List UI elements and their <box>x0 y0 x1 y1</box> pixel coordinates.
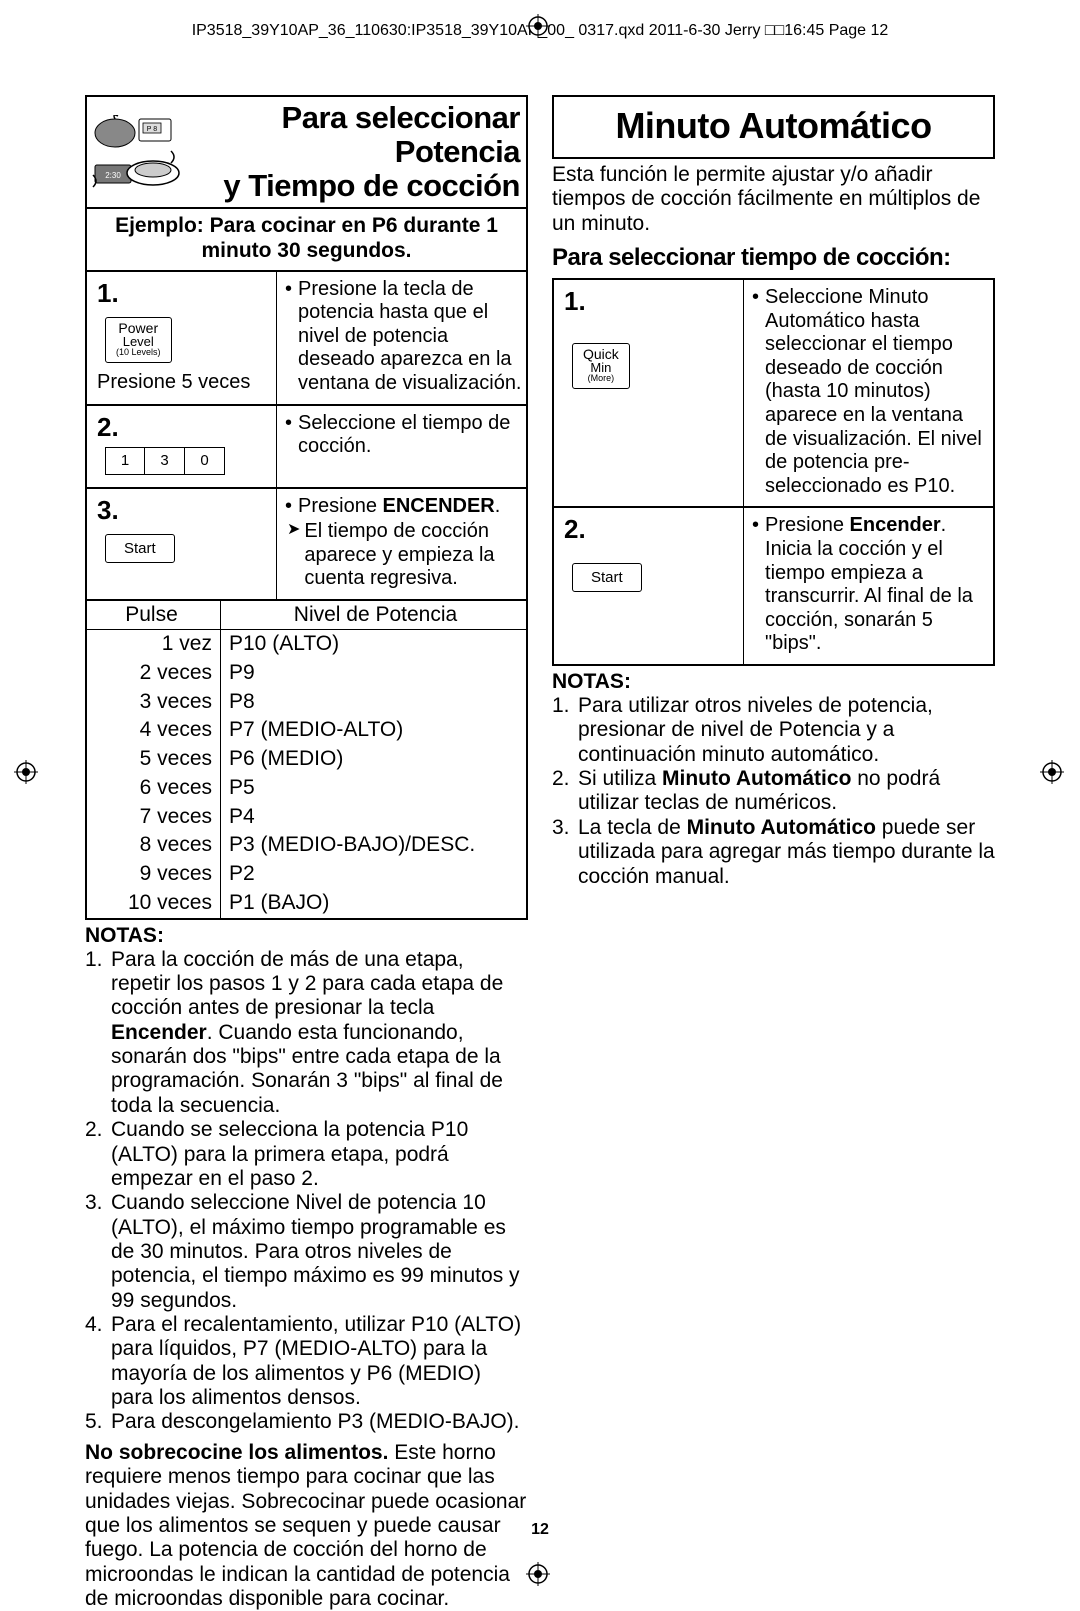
table-row: 2 vecesP9 <box>87 659 526 688</box>
quick-min-button: Quick Min (More) <box>572 343 630 389</box>
note-text: Cuando seleccione Nivel de potencia 10 (… <box>111 1191 528 1313</box>
step-number: 2. <box>97 412 270 443</box>
example-caption: Ejemplo: Para cocinar en P6 durante 1 mi… <box>85 209 528 271</box>
note-text: Para descongelamiento P3 (MEDIO-BAJO). <box>111 1410 528 1434</box>
note-text: Para el recalentamiento, utilizar P10 (A… <box>111 1313 528 1410</box>
step-arrow-text: El tiempo de cocción aparece y empieza l… <box>304 520 522 591</box>
keypad-icon: 1 3 0 <box>105 447 270 475</box>
table-row: 8 vecesP3 (MEDIO-BAJO)/DESC. <box>87 831 526 860</box>
section-title: Minuto Automático <box>552 95 995 159</box>
note-text: Si utiliza Minuto Automático no podrá ut… <box>578 767 995 816</box>
intro-text: Esta función le permite ajustar y/o añad… <box>552 163 995 236</box>
table-header: Pulse <box>87 601 221 630</box>
step-row: 1. Power Level (10 Levels) Presione 5 ve… <box>85 272 528 406</box>
step-text: Seleccione Minuto Automático hasta selec… <box>765 286 989 498</box>
steps-box: 1. Quick Min (More) Seleccione Minuto Au… <box>552 278 995 666</box>
right-column: Minuto Automático Esta función le permit… <box>552 95 995 1611</box>
notes-list: 1.Para la cocción de más de una etapa, r… <box>85 948 528 1435</box>
notes-list: 1.Para utilizar otros niveles de potenci… <box>552 694 995 889</box>
page-number: 12 <box>0 1521 1080 1539</box>
table-row: 3 vecesP8 <box>87 688 526 717</box>
section-title: Para seleccionar Potencia y Tiempo de co… <box>189 101 520 203</box>
table-row: 1 vezP10 (ALTO) <box>87 630 526 659</box>
section-title-box: P 8 2:30 Para seleccionar Potencia y Tie… <box>85 95 528 209</box>
step-row: 3. Start Presione ENCENDER. El tiempo de… <box>85 489 528 601</box>
crop-mark-icon <box>14 760 38 784</box>
svg-text:2:30: 2:30 <box>105 171 121 180</box>
power-level-button: Power Level (10 Levels) <box>105 317 172 363</box>
step-number: 1. <box>564 286 737 317</box>
note-text: La tecla de Minuto Automático puede ser … <box>578 816 995 889</box>
table-row: 10 vecesP1 (BAJO) <box>87 889 526 918</box>
subtitle: Para seleccionar tiempo de cocción: <box>552 244 995 272</box>
step-text: Presione Encender. Inicia la cocción y e… <box>765 514 989 656</box>
left-column: P 8 2:30 Para seleccionar Potencia y Tie… <box>85 95 528 1611</box>
step-row: 2. 1 3 0 Seleccione el tiempo de cocción… <box>85 406 528 489</box>
start-button: Start <box>572 563 642 592</box>
crop-mark-icon <box>1040 760 1064 784</box>
table-row: 6 vecesP5 <box>87 774 526 803</box>
power-level-table: Pulse Nivel de Potencia 1 vezP10 (ALTO)2… <box>85 601 528 920</box>
crop-mark-icon <box>526 14 550 38</box>
step-number: 2. <box>564 514 737 545</box>
svg-text:P 8: P 8 <box>147 126 157 133</box>
step-number: 3. <box>97 495 270 526</box>
step-text: Presione la tecla de potencia hasta que … <box>298 278 522 396</box>
step-number: 1. <box>97 278 270 309</box>
note-text: Para la cocción de más de una etapa, rep… <box>111 948 528 1119</box>
notes-heading: NOTAS: <box>85 924 528 948</box>
note-text: Cuando se selecciona la potencia P10 (AL… <box>111 1118 528 1191</box>
table-row: 9 vecesP2 <box>87 860 526 889</box>
table-row: 5 vecesP6 (MEDIO) <box>87 745 526 774</box>
step-caption: Presione 5 veces <box>97 371 270 394</box>
step-text: Seleccione el tiempo de cocción. <box>298 412 522 459</box>
food-icon: P 8 2:30 <box>91 115 183 189</box>
notes-heading: NOTAS: <box>552 670 995 694</box>
table-header: Nivel de Potencia <box>221 601 526 630</box>
note-text: Para utilizar otros niveles de potencia,… <box>578 694 995 767</box>
table-row: 4 vecesP7 (MEDIO-ALTO) <box>87 716 526 745</box>
start-button: Start <box>105 534 175 563</box>
step-text: Presione ENCENDER. <box>298 495 500 519</box>
table-row: 7 vecesP4 <box>87 803 526 832</box>
